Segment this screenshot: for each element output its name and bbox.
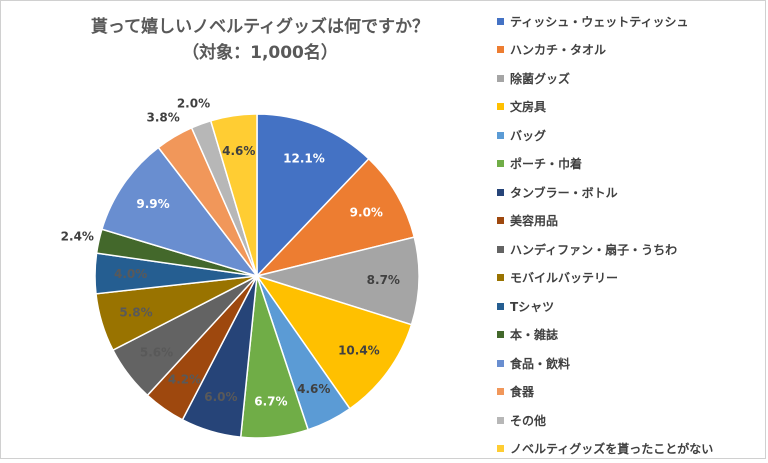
- legend-label: 文房具: [510, 98, 546, 115]
- legend-item: その他: [497, 406, 762, 435]
- legend-label: バッグ: [510, 127, 546, 144]
- legend-swatch: [497, 417, 504, 424]
- data-label: 4.2%: [168, 373, 201, 387]
- legend-label: 本・雑誌: [510, 326, 558, 343]
- legend-item: ノベルティグッズを貰ったことがない: [497, 435, 762, 463]
- legend-swatch: [497, 132, 504, 139]
- legend-label: モバイルバッテリー: [510, 269, 618, 286]
- legend-item: ハンディファン・扇子・うちわ: [497, 235, 762, 264]
- legend-label: 食品・飲料: [510, 355, 570, 372]
- legend-label: ハンカチ・タオル: [510, 41, 606, 58]
- legend-label: ティッシュ・ウェットティッシュ: [510, 13, 689, 30]
- legend-item: 文房具: [497, 93, 762, 122]
- legend-item: ポーチ・巾着: [497, 150, 762, 179]
- legend-label: その他: [510, 412, 546, 429]
- legend-swatch: [497, 18, 504, 25]
- legend-label: 除菌グッズ: [510, 70, 570, 87]
- legend-label: ノベルティグッズを貰ったことがない: [510, 440, 713, 457]
- legend-item: 本・雑誌: [497, 321, 762, 350]
- legend-swatch: [497, 388, 504, 395]
- legend-swatch: [497, 217, 504, 224]
- legend-item: 除菌グッズ: [497, 64, 762, 93]
- data-label: 2.0%: [177, 96, 210, 110]
- legend-swatch: [497, 160, 504, 167]
- legend-item: バッグ: [497, 121, 762, 150]
- data-label: 9.9%: [136, 197, 169, 211]
- data-label: 6.7%: [254, 395, 287, 409]
- data-label: 2.4%: [61, 229, 94, 243]
- legend-item: 食品・飲料: [497, 349, 762, 378]
- data-label: 12.1%: [283, 152, 325, 166]
- legend-swatch: [497, 103, 504, 110]
- legend-label: タンブラー・ボトル: [510, 184, 618, 201]
- legend-item: ハンカチ・タオル: [497, 36, 762, 65]
- data-label: 9.0%: [350, 206, 383, 220]
- data-label: 8.7%: [367, 273, 400, 287]
- data-label: 10.4%: [338, 344, 380, 358]
- legend-label: 美容用品: [510, 212, 558, 229]
- legend-label: 食器: [510, 383, 534, 400]
- legend-swatch: [497, 303, 504, 310]
- legend-item: モバイルバッテリー: [497, 264, 762, 293]
- data-label: 5.6%: [140, 346, 173, 360]
- legend-label: ポーチ・巾着: [510, 155, 582, 172]
- legend-swatch: [497, 75, 504, 82]
- legend-swatch: [497, 189, 504, 196]
- legend-item: タンブラー・ボトル: [497, 178, 762, 207]
- legend-swatch: [497, 445, 504, 452]
- data-label: 5.8%: [119, 305, 152, 319]
- data-label: 3.8%: [147, 111, 180, 125]
- legend-item: Tシャツ: [497, 292, 762, 321]
- legend-swatch: [497, 331, 504, 338]
- legend-swatch: [497, 360, 504, 367]
- legend-label: ハンディファン・扇子・うちわ: [510, 241, 677, 258]
- data-label: 4.0%: [114, 267, 147, 281]
- legend-label: Tシャツ: [510, 298, 554, 315]
- legend-item: 食器: [497, 378, 762, 407]
- data-label: 4.6%: [297, 382, 330, 396]
- legend-item: ティッシュ・ウェットティッシュ: [497, 7, 762, 36]
- legend-swatch: [497, 246, 504, 253]
- legend-swatch: [497, 274, 504, 281]
- legend-swatch: [497, 46, 504, 53]
- legend: ティッシュ・ウェットティッシュハンカチ・タオル除菌グッズ文房具バッグポーチ・巾着…: [497, 7, 762, 463]
- legend-item: 美容用品: [497, 207, 762, 236]
- data-label: 4.6%: [222, 144, 255, 158]
- data-label: 6.0%: [204, 390, 237, 404]
